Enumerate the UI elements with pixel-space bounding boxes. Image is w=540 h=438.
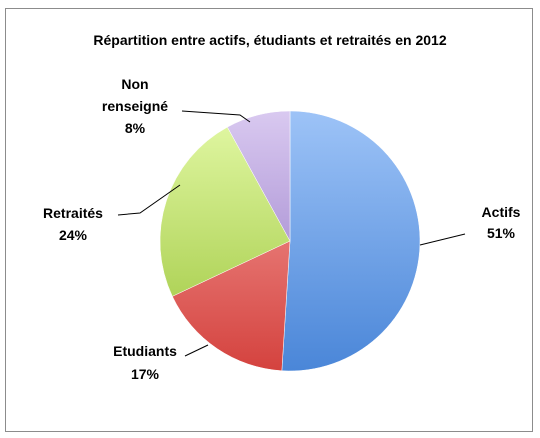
label-retraites-name: Retraités (43, 205, 103, 221)
leader-line-actifs (419, 233, 466, 246)
label-etudiants-name: Etudiants (113, 343, 177, 359)
slices-layer (159, 110, 421, 372)
chart-title: Répartition entre actifs, étudiants et r… (93, 32, 447, 48)
label-actifs-value: 51% (487, 225, 516, 241)
pie-slice-non-renseign- (227, 110, 291, 242)
label-non-renseigne-value: 8% (125, 120, 146, 136)
label-retraites-value: 24% (59, 227, 88, 243)
label-etudiants-value: 17% (131, 366, 160, 382)
pie-slice-retrait-s (159, 126, 291, 297)
leader-line-etudiants (184, 344, 209, 357)
label-non-renseigne-line1: Non (121, 76, 148, 92)
leader-line-retraites (117, 184, 181, 216)
pie-slice-actifs (281, 110, 421, 372)
leader-lines (117, 110, 466, 357)
label-non-renseigne-line2: renseigné (102, 98, 168, 114)
pie-slice-etudiants (172, 240, 291, 372)
label-actifs-name: Actifs (482, 204, 521, 220)
labels-layer: Actifs 51% Etudiants 17% Retraités 24% N… (43, 76, 521, 382)
leader-line-non-renseigne (181, 110, 251, 123)
